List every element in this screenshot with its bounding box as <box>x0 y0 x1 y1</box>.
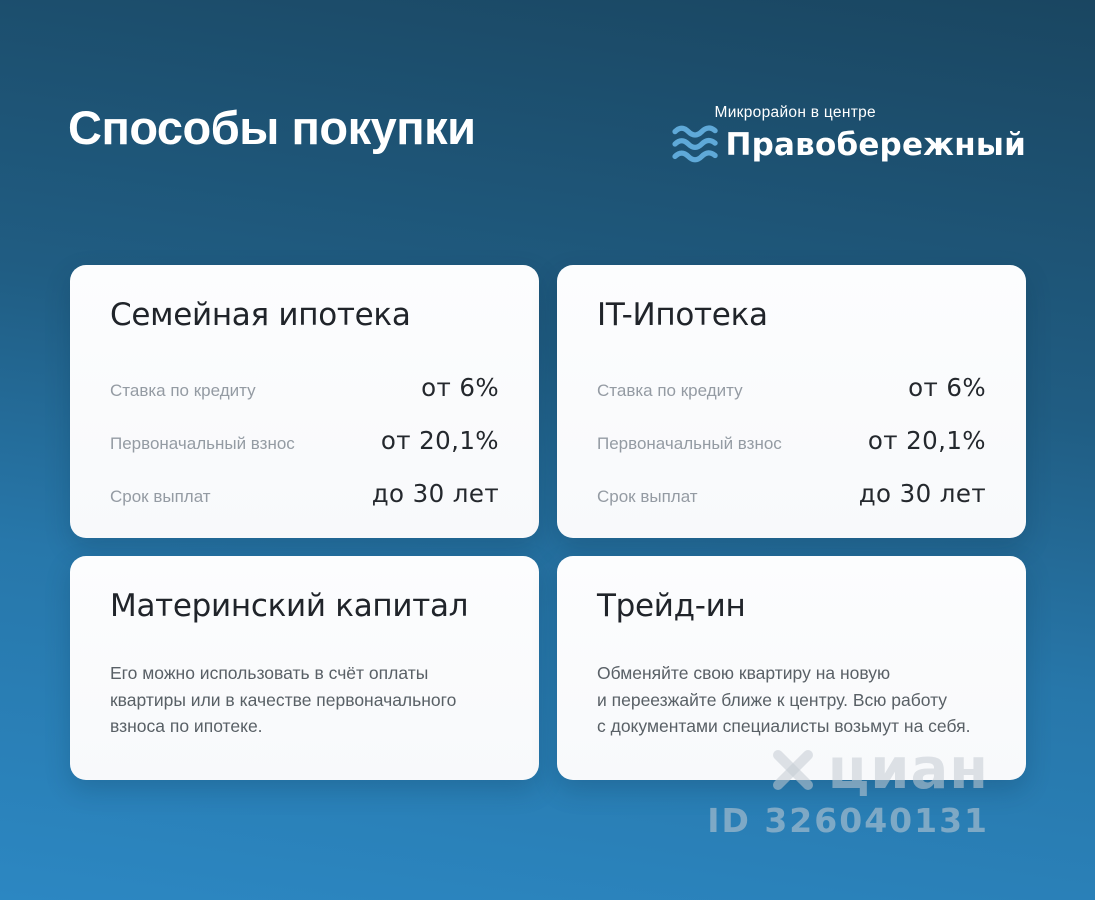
stat-label: Срок выплат <box>597 487 698 506</box>
stat-row: Первоначальный взнос от 20,1% <box>597 426 986 455</box>
waves-icon <box>671 125 718 163</box>
watermark-id: ID 326040131 <box>707 801 989 840</box>
card-title: IT-Ипотека <box>597 297 768 333</box>
stat-value: от 6% <box>421 373 499 402</box>
cards-grid: Семейная ипотека Ставка по кредиту от 6%… <box>70 265 1026 780</box>
stat-value: от 20,1% <box>380 426 499 455</box>
stat-label: Первоначальный взнос <box>597 434 782 453</box>
brand-name: Правобережный <box>725 127 1026 163</box>
stat-value: от 6% <box>908 373 986 402</box>
card-description: Обменяйте свою квартиру на новую и перее… <box>597 663 971 737</box>
card-trade-in: Трейд-ин Обменяйте свою квартиру на нову… <box>557 556 1026 780</box>
stat-label: Первоначальный взнос <box>110 434 295 453</box>
card-title: Трейд-ин <box>597 588 746 624</box>
stat-label: Срок выплат <box>110 487 211 506</box>
stat-label: Ставка по кредиту <box>110 381 256 400</box>
card-title: Семейная ипотека <box>110 297 411 333</box>
page-title: Способы покупки <box>68 101 476 154</box>
stat-row: Первоначальный взнос от 20,1% <box>110 426 499 455</box>
card-stats: Ставка по кредиту от 6% Первоначальный в… <box>110 373 499 508</box>
stat-value: от 20,1% <box>867 426 986 455</box>
stat-row: Ставка по кредиту от 6% <box>110 373 499 402</box>
card-it-mortgage: IT-Ипотека Ставка по кредиту от 6% Перво… <box>557 265 1026 538</box>
card-title: Материнский капитал <box>110 588 469 624</box>
brand-logo: Микрорайон в центре Правобережный <box>671 104 1026 166</box>
card-stats: Ставка по кредиту от 6% Первоначальный в… <box>597 373 986 508</box>
brand-tagline: Микрорайон в центре <box>714 104 876 121</box>
stat-label: Ставка по кредиту <box>597 381 743 400</box>
stat-value: до 30 лет <box>371 479 499 508</box>
stat-value: до 30 лет <box>858 479 986 508</box>
stat-row: Срок выплат до 30 лет <box>110 479 499 508</box>
brand-name-row: Правобережный <box>671 124 1026 166</box>
stat-row: Ставка по кредиту от 6% <box>597 373 986 402</box>
card-maternity-capital: Материнский капитал Его можно использова… <box>70 556 539 780</box>
stat-row: Срок выплат до 30 лет <box>597 479 986 508</box>
card-description: Его можно использовать в счёт оплаты ква… <box>110 663 457 737</box>
card-family-mortgage: Семейная ипотека Ставка по кредиту от 6%… <box>70 265 539 538</box>
